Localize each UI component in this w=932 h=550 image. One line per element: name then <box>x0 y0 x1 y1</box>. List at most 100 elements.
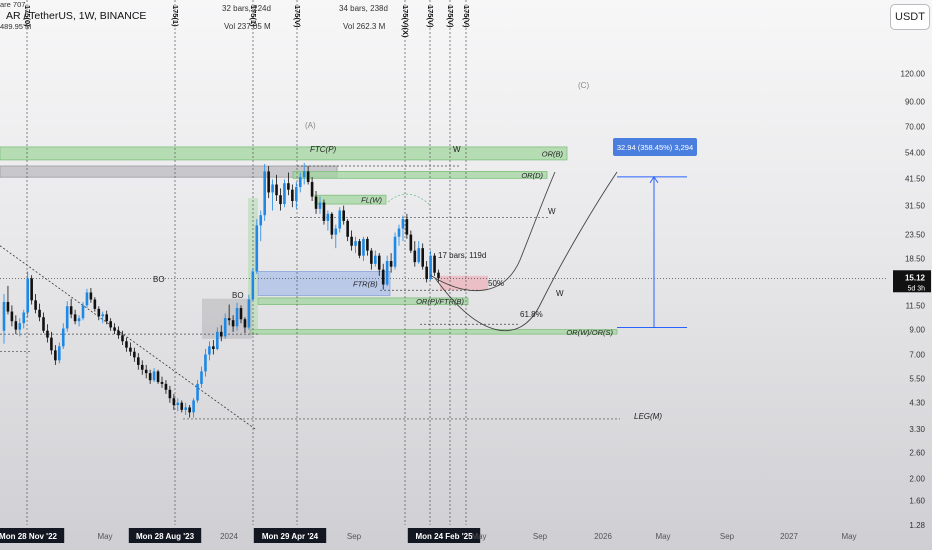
candle <box>212 340 215 355</box>
candle <box>393 232 397 270</box>
candle-body <box>247 299 251 328</box>
candle <box>14 315 18 335</box>
candle <box>22 309 26 329</box>
candle-body <box>279 195 282 205</box>
candle-body <box>180 402 184 410</box>
price-tick: 31.50 <box>905 202 926 211</box>
candle <box>69 298 73 319</box>
candle-body <box>137 357 140 365</box>
candle-body <box>46 330 49 338</box>
candle-body <box>397 228 401 237</box>
candle <box>216 327 219 351</box>
zone-pink <box>440 275 488 291</box>
time-tick: Mon 28 Aug '23 <box>136 532 195 541</box>
price-tick: 1.60 <box>909 497 925 506</box>
candle <box>50 331 53 355</box>
candle-body <box>326 213 330 221</box>
candle <box>18 318 22 337</box>
zone-or-d- <box>292 171 548 179</box>
time-tick: Mon 28 Nov '22 <box>0 532 58 541</box>
candle <box>243 317 247 333</box>
candle-body <box>425 266 428 280</box>
candle-body <box>6 301 10 312</box>
candle-body <box>184 407 187 410</box>
price-tick: 54.00 <box>905 148 926 157</box>
candle <box>259 210 263 242</box>
annotations-layer: (A) (C) FTC(P) W W W BO BO 50% 61.8% 17 bars, 119d… <box>153 81 662 421</box>
candle <box>152 368 156 383</box>
annotation: W <box>556 289 564 298</box>
last-price-badge <box>893 270 931 293</box>
candle <box>10 305 14 327</box>
candle-body <box>73 314 77 322</box>
candle-body <box>227 318 231 321</box>
candle <box>223 313 227 339</box>
candle <box>231 315 235 332</box>
candle <box>85 288 89 308</box>
currency-button[interactable]: USDT <box>890 4 930 30</box>
candle <box>279 188 282 211</box>
candle <box>65 301 69 332</box>
candle <box>101 311 105 324</box>
candle <box>204 348 207 377</box>
price-tick: 23.50 <box>905 231 926 240</box>
candle-body <box>117 330 120 336</box>
time-tick: May <box>655 532 670 541</box>
annotation: 17 bars, 119d <box>438 251 486 260</box>
candle-body <box>338 210 342 229</box>
event-label: 175(V)(X) <box>401 5 410 38</box>
candle <box>235 302 239 331</box>
price-tick: 5.50 <box>909 374 925 383</box>
candle-body <box>255 225 259 272</box>
measure-1: 32 bars, 224d <box>222 4 271 13</box>
measure-tool: 32.94 (358.45%) 3,294 <box>613 138 697 329</box>
candle <box>188 405 191 418</box>
candle-body <box>168 389 172 399</box>
candle <box>334 224 338 249</box>
candle <box>137 353 140 370</box>
candle-body <box>152 371 156 381</box>
candle-body <box>204 354 207 372</box>
candle <box>433 253 436 276</box>
candle-body <box>413 250 417 263</box>
candle-body <box>97 308 101 317</box>
candle-body <box>377 255 381 270</box>
candle <box>46 324 49 343</box>
annotation: W <box>453 145 461 154</box>
annotation: 50% <box>488 279 504 288</box>
horizontal-lines <box>0 165 887 420</box>
candle <box>247 294 251 330</box>
arc-green <box>387 193 431 206</box>
candle-body <box>34 300 37 310</box>
candle <box>425 261 428 283</box>
candle-body <box>156 371 160 383</box>
candle <box>81 301 85 321</box>
candle-body <box>393 236 397 267</box>
projection-path-1 <box>429 171 556 291</box>
candle <box>413 241 417 267</box>
candle <box>180 400 184 413</box>
price-tick: 120.00 <box>901 69 926 78</box>
candle <box>338 207 342 233</box>
candle <box>306 166 310 185</box>
zone-label: FL(W) <box>361 196 382 205</box>
candle <box>105 310 108 325</box>
candle <box>160 376 164 388</box>
candle-body <box>208 346 211 355</box>
candle <box>366 236 369 256</box>
time-tick: Sep <box>347 532 362 541</box>
time-tick: 2024 <box>220 532 238 541</box>
candle <box>2 293 6 344</box>
candle <box>291 184 294 208</box>
price-tick: 18.50 <box>905 254 926 263</box>
candle <box>271 179 274 211</box>
candle-body <box>267 171 270 193</box>
candle-body <box>295 187 298 202</box>
time-tick: Mon 24 Feb '25 <box>415 532 473 541</box>
candle <box>255 219 259 274</box>
candle <box>302 162 306 185</box>
time-tick: May <box>97 532 112 541</box>
volume-hint: 489.95 M <box>0 22 31 31</box>
